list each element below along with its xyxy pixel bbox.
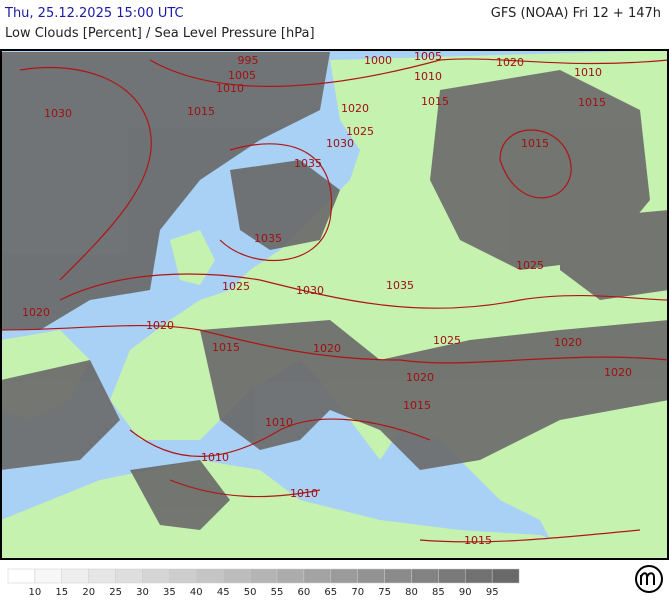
legend-label: 75: [378, 587, 391, 598]
legend-label: 45: [217, 587, 230, 598]
isobar-label: 1015: [578, 96, 606, 109]
isobar-label: 1035: [294, 157, 322, 170]
legend-swatch: [357, 568, 385, 584]
isobar-label: 1020: [313, 342, 341, 355]
isobar-label: 1010: [290, 487, 318, 500]
legend-swatch: [196, 568, 224, 584]
isobar-label: 1020: [554, 336, 582, 349]
isobars: [0, 58, 669, 543]
legend-swatch: [142, 568, 170, 584]
low-clouds: [1, 52, 669, 530]
legend-label: 20: [82, 587, 95, 598]
legend-swatch: [169, 568, 197, 584]
model-run: GFS (NOAA) Fri 12 + 147h: [490, 6, 661, 21]
legend-swatch: [491, 568, 520, 584]
legend: 10 15 20 25 30 35 40 45 50 55 60 65 70 75 80 85 90 95: [7, 568, 520, 598]
logo: [635, 565, 663, 593]
legend-swatch: [249, 568, 278, 584]
legend-label: 10: [29, 587, 42, 598]
isobar-label: 1020: [496, 56, 524, 69]
isobar-label: 1010: [216, 82, 244, 95]
legend-swatch: [438, 568, 466, 584]
legend-label: 40: [190, 587, 203, 598]
isobar-label: 995: [238, 54, 259, 67]
isobar-label: 1015: [421, 95, 449, 108]
legend-label: 60: [298, 587, 311, 598]
legend-swatch: [61, 568, 89, 584]
legend-swatch: [465, 568, 493, 584]
isobar-label: 1010: [201, 451, 229, 464]
legend-label: 65: [324, 587, 337, 598]
legend-label: 50: [244, 587, 257, 598]
isobar-label: 1010: [265, 416, 293, 429]
isobar-label: 1015: [187, 105, 215, 118]
legend-label: 85: [432, 587, 445, 598]
logo-mark: [640, 572, 655, 585]
isobar-label: 1030: [44, 107, 72, 120]
legend-swatch: [411, 568, 439, 584]
legend-label: 90: [459, 587, 472, 598]
isobar-label: 1000: [364, 54, 392, 67]
subtitle: Low Clouds [Percent] / Sea Level Pressur…: [5, 26, 315, 41]
legend-label: 95: [486, 587, 499, 598]
legend-label: 70: [351, 587, 364, 598]
legend-label: 15: [55, 587, 68, 598]
isobar-label: 1005: [228, 69, 256, 82]
isobar-label: 1010: [414, 70, 442, 83]
isobar-label: 1035: [386, 279, 414, 292]
legend-swatch: [7, 568, 36, 584]
isobar-label: 1020: [22, 306, 50, 319]
isobar-label: 1010: [574, 66, 602, 79]
isobar-label: 1020: [406, 371, 434, 384]
legend-swatch: [222, 568, 251, 584]
legend-label: 25: [109, 587, 122, 598]
map-frame: [0, 49, 669, 560]
isobar-label: 1020: [604, 366, 632, 379]
legend-swatch: [88, 568, 116, 584]
isobar-label: 1015: [212, 341, 240, 354]
legend-swatch: [330, 568, 358, 584]
legend-label: 30: [136, 587, 149, 598]
legend-swatch: [276, 568, 305, 584]
isobar-label: 1035: [254, 232, 282, 245]
isobar-label: 1020: [146, 319, 174, 332]
isobar-label: 1015: [403, 399, 431, 412]
legend-label: 55: [271, 587, 284, 598]
isobar-label: 1015: [464, 534, 492, 547]
isobar-label: 1030: [326, 137, 354, 150]
isobar-label: 1015: [521, 137, 549, 150]
legend-swatch: [115, 568, 143, 584]
valid-time: Thu, 25.12.2025 15:00 UTC: [5, 6, 184, 21]
isobar-label: 1025: [346, 125, 374, 138]
legend-swatch: [384, 568, 412, 584]
legend-label: 35: [163, 587, 176, 598]
isobar-label: 1025: [516, 259, 544, 272]
isobar-label: 1025: [222, 280, 250, 293]
legend-label: 80: [405, 587, 418, 598]
isobar-label: 1030: [296, 284, 324, 297]
isobar-label: 1020: [341, 102, 369, 115]
isobar-label: 1025: [433, 334, 461, 347]
isobar-label: 1005: [414, 50, 442, 63]
logo-circle: [635, 565, 663, 593]
legend-swatch: [303, 568, 332, 584]
legend-swatch: [34, 568, 63, 584]
